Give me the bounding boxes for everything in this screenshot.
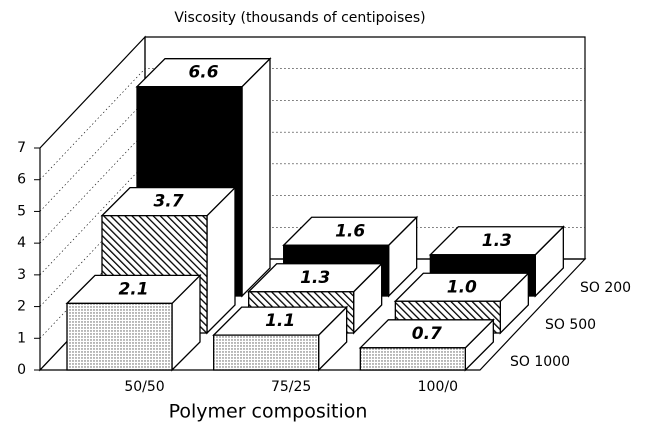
bar-front [66,302,173,371]
value-label: 1.1 [265,311,295,331]
y-tick-label: 7 [17,140,26,156]
bar [358,318,495,372]
bar [65,273,202,372]
x-tick-label: 50/50 [124,379,164,395]
value-label: 2.1 [118,279,148,299]
y-tick-label: 0 [17,362,26,378]
bar-front [359,347,466,371]
legend-label: SO 500 [545,317,596,333]
chart-title: Viscosity (thousands of centipoises) [174,10,425,26]
y-tick-label: 2 [17,299,26,315]
x-tick-label: 75/25 [271,379,311,395]
grid-line [39,36,585,149]
legend-label: SO 200 [580,280,631,296]
y-tick-label: 5 [17,203,26,219]
legend-label: SO 1000 [510,354,570,370]
y-tick-label: 4 [17,235,26,251]
x-axis-label: Polymer composition [169,401,368,423]
bar-side [241,57,271,298]
value-label: 1.6 [335,221,365,241]
grid-line [39,100,585,212]
bar [212,305,349,372]
value-label: 0.7 [412,324,442,344]
y-tick-label: 1 [17,330,26,346]
value-label: 6.6 [188,63,218,83]
y-tick-label: 3 [17,267,26,283]
grid-line [39,68,585,180]
bar-front [213,334,320,371]
value-label: 3.7 [153,192,183,212]
value-label: 1.3 [300,268,330,288]
value-label: 1.0 [447,277,477,297]
y-tick-label: 6 [17,172,26,188]
value-label: 1.3 [482,231,512,251]
x-tick-label: 100/0 [418,379,458,395]
